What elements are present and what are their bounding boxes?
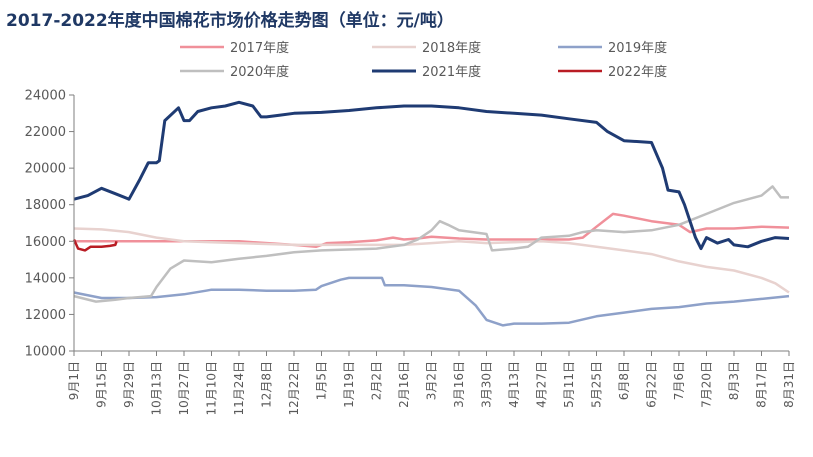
y-tick-label: 24000: [25, 89, 66, 104]
y-tick-label: 20000: [25, 162, 66, 177]
legend-label: 2017年度: [230, 40, 289, 56]
x-tick-label: 10月27日: [177, 361, 191, 416]
legend-label: 2018年度: [422, 40, 481, 56]
legend-label: 2020年度: [230, 64, 289, 80]
series-line-2021年度: [73, 100, 790, 251]
x-tick-label: 2月2日: [370, 361, 384, 400]
legend-item: 2017年度: [180, 40, 289, 56]
series-line-2017年度: [74, 212, 790, 249]
x-tick-label: 6月8日: [617, 361, 631, 400]
x-tick-label: 4月13日: [507, 361, 521, 408]
x-tick-label: 6月22日: [645, 361, 659, 408]
x-tick-label: 1月5日: [315, 361, 329, 400]
x-tick-label: 9月15日: [95, 361, 109, 408]
x-tick-label: 8月3日: [727, 361, 741, 400]
y-tick-label: 10000: [25, 345, 66, 360]
x-tick-label: 3月2日: [425, 361, 439, 400]
x-tick-label: 7月20日: [700, 361, 714, 408]
x-tick-label: 1月19日: [342, 361, 356, 408]
legend-item: 2022年度: [558, 64, 667, 80]
x-tick-label: 11月10日: [205, 361, 219, 416]
x-tick-label: 7月6日: [672, 361, 686, 400]
y-tick-label: 16000: [25, 235, 66, 250]
series-line-2020年度: [73, 185, 789, 303]
series-line-2019年度: [73, 276, 790, 327]
legend-item: 2019年度: [558, 40, 667, 56]
y-axis: 10000 12000 14000 16000 18000 20000 22000 24000: [25, 89, 75, 360]
series-line-2018年度: [73, 227, 790, 294]
x-tick-label: 11月24日: [232, 361, 246, 416]
y-tick-label: 18000: [25, 198, 66, 213]
x-tick-label: 10月13日: [150, 361, 164, 416]
legend-item: 2021年度: [372, 64, 481, 80]
legend: 2017年度 2018年度 2019年度 2020年度 2021年度 2022年度: [180, 40, 667, 80]
legend-item: 2018年度: [372, 40, 481, 56]
legend-label: 2022年度: [608, 64, 667, 80]
x-tick-label: 12月22日: [287, 361, 301, 416]
legend-label: 2021年度: [422, 64, 481, 80]
x-tick-label: 8月31日: [782, 361, 796, 408]
x-tick-label: 9月29日: [122, 361, 136, 408]
y-tick-label: 22000: [25, 125, 66, 140]
x-tick-label: 2月16日: [397, 361, 411, 408]
x-tick-label: 12月8日: [260, 361, 274, 408]
series-line-2022年度: [72, 238, 118, 252]
x-tick-label: 3月30日: [480, 361, 494, 408]
x-tick-label: 9月1日: [67, 361, 81, 400]
y-tick-label: 14000: [25, 271, 66, 286]
x-tick-label: 3月16日: [452, 361, 466, 408]
x-axis: 9月1日 9月15日 9月29日 10月13日 10月27日 11月10日 11月24日 12…: [67, 350, 796, 416]
x-tick-label: 5月11日: [562, 361, 576, 408]
chart-title: 2017-2022年度中国棉花市场价格走势图（单位：元/吨）: [6, 11, 454, 31]
plot-area: [72, 100, 790, 327]
x-tick-label: 8月17日: [755, 361, 769, 408]
y-tick-label: 12000: [25, 308, 66, 323]
x-tick-label: 4月27日: [535, 361, 549, 408]
x-tick-label: 5月25日: [590, 361, 604, 408]
legend-label: 2019年度: [608, 40, 667, 56]
legend-item: 2020年度: [180, 64, 289, 80]
